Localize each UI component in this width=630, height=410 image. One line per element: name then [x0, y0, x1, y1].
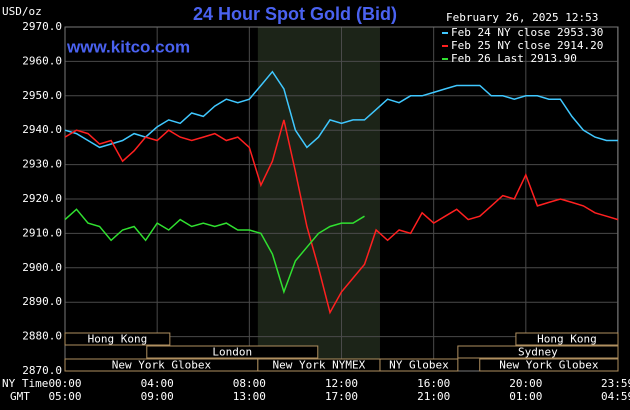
- x-row-label: GMT: [10, 390, 30, 403]
- x-tick-label-gmt: 13:00: [233, 390, 266, 403]
- y-tick-label: 2970.0: [22, 20, 62, 33]
- y-tick-label: 2940.0: [22, 123, 62, 136]
- x-tick-label-gmt: 05:00: [48, 390, 81, 403]
- series-line: [64, 208, 365, 295]
- session-label: New York NYMEX: [273, 359, 366, 372]
- session-label: Hong Kong: [537, 333, 597, 346]
- session-label: London: [212, 346, 252, 359]
- x-row-label: NY Time: [2, 377, 48, 390]
- x-tick-label-gmt: 01:00: [509, 390, 542, 403]
- session-bar: [379, 358, 459, 372]
- x-tick-label: 20:00: [509, 377, 542, 390]
- session-label: New York Globex: [112, 359, 212, 372]
- session-bar: [64, 332, 171, 346]
- x-tick-label: 16:00: [417, 377, 450, 390]
- session-label: NY Globex: [389, 359, 449, 372]
- x-tick-label-gmt: 17:00: [325, 390, 358, 403]
- x-tick-label-gmt: 21:00: [417, 390, 450, 403]
- legend-entry: Feb 25 NY close 2914.20: [451, 39, 603, 52]
- y-tick-label: 2890.0: [22, 295, 62, 308]
- timestamp: February 26, 2025 12:53: [446, 11, 598, 24]
- session-bar: [146, 345, 319, 359]
- legend-entry: Feb 26 Last 2913.90: [451, 52, 577, 65]
- x-tick-label-gmt: 09:00: [141, 390, 174, 403]
- units-label: USD/oz: [2, 5, 42, 18]
- y-tick-label: 2910.0: [22, 226, 62, 239]
- y-tick-label: 2900.0: [22, 261, 62, 274]
- session-bar: [515, 332, 619, 346]
- y-tick-label: 2960.0: [22, 54, 62, 67]
- y-tick-label: 2930.0: [22, 158, 62, 171]
- x-tick-label: 23:59: [601, 377, 630, 390]
- legend-entry: Feb 24 NY close 2953.30: [451, 26, 603, 39]
- chart-title: 24 Hour Spot Gold (Bid): [193, 4, 397, 24]
- y-tick-label: 2950.0: [22, 89, 62, 102]
- y-tick-label: 2920.0: [22, 192, 62, 205]
- x-tick-label: 12:00: [325, 377, 358, 390]
- x-tick-label: 00:00: [48, 377, 81, 390]
- x-tick-label: 04:00: [141, 377, 174, 390]
- session-label: Hong Kong: [88, 333, 148, 346]
- y-tick-label: 2880.0: [22, 330, 62, 343]
- series-line: [64, 119, 619, 315]
- x-tick-label: 08:00: [233, 377, 266, 390]
- watermark: www.kitco.com: [66, 37, 190, 56]
- session-label: New York Globex: [499, 359, 599, 372]
- session-bar: [457, 345, 619, 359]
- y-tick-label: 2870.0: [22, 364, 62, 377]
- x-tick-label-gmt: 04:59: [601, 390, 630, 403]
- session-label: Sydney: [518, 346, 558, 359]
- session-bar: [479, 358, 619, 372]
- series-line: [64, 70, 618, 149]
